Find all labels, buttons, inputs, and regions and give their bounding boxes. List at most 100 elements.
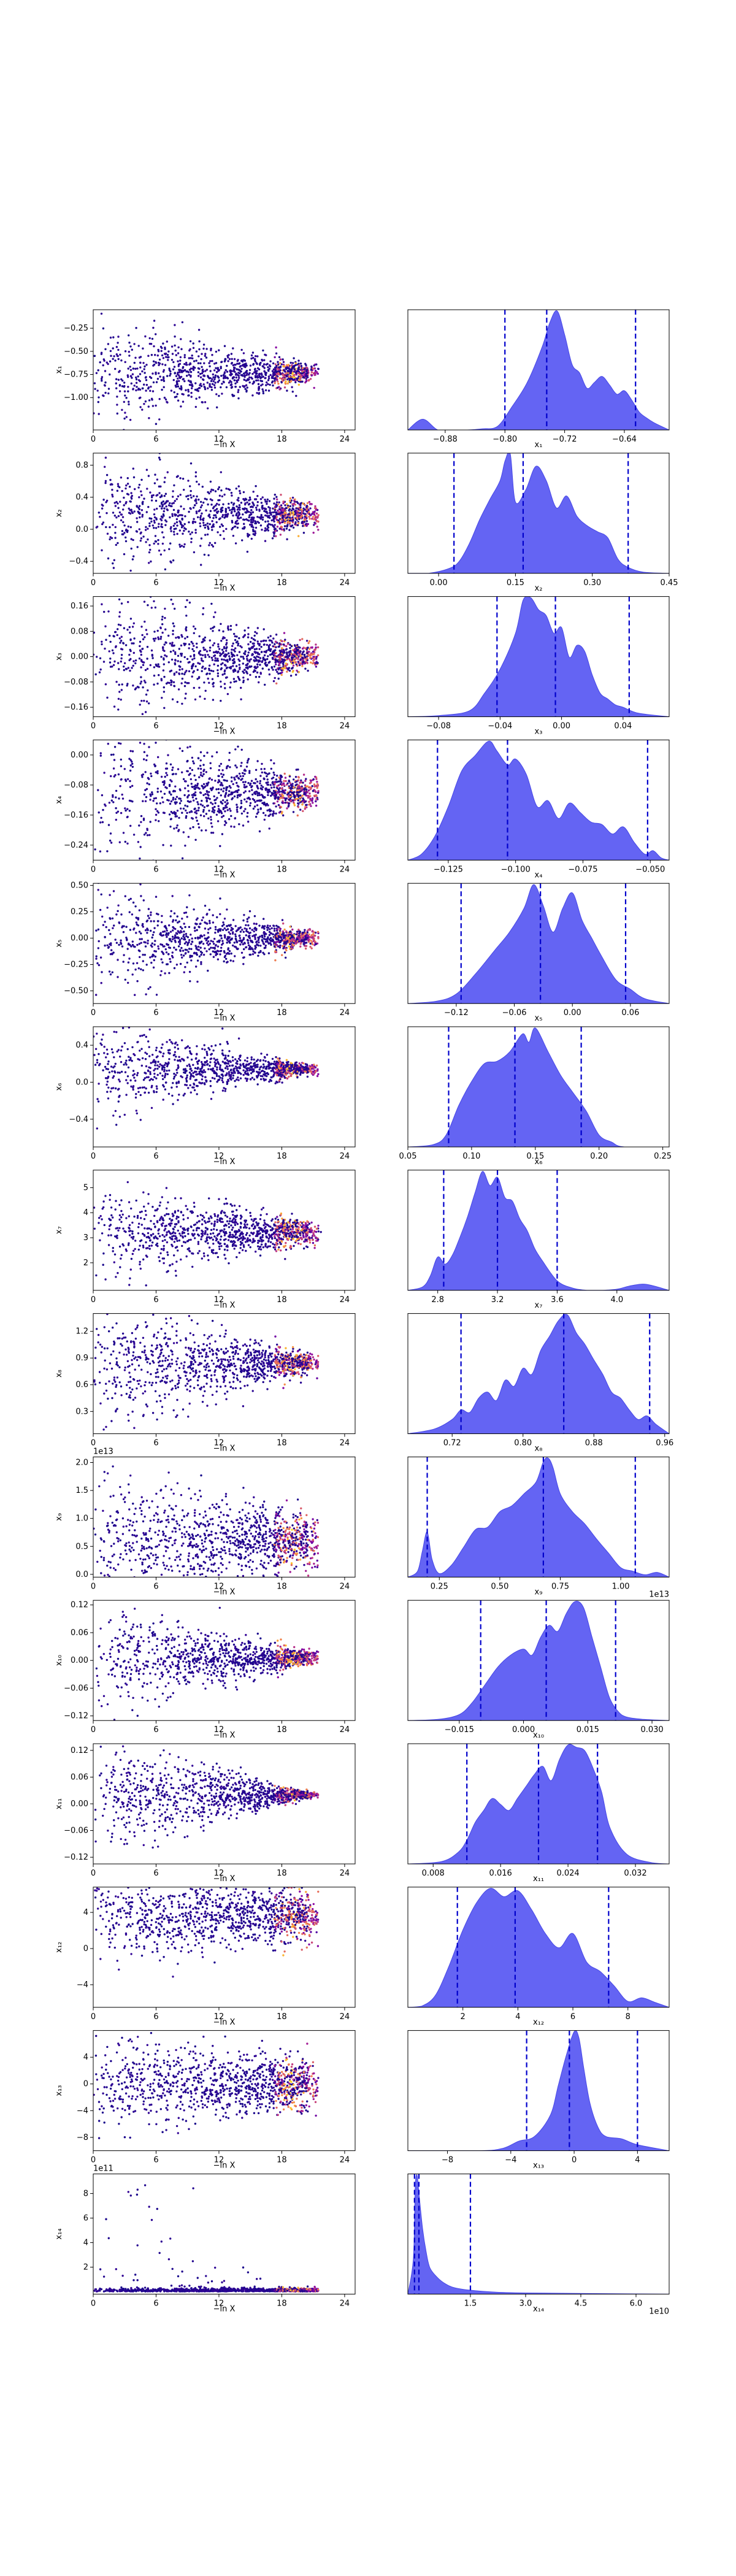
sample-point: [171, 515, 174, 517]
sample-point: [153, 345, 155, 348]
sample-point: [122, 960, 125, 963]
sample-point: [142, 960, 144, 962]
sample-point: [283, 386, 286, 389]
sample-point: [276, 775, 278, 777]
sample-point: [305, 791, 307, 794]
sample-point: [267, 369, 270, 371]
sample-point: [267, 523, 270, 525]
sample-point: [164, 654, 166, 657]
sample-point: [101, 794, 104, 797]
sample-point: [269, 360, 272, 362]
sample-point: [204, 497, 206, 500]
sample-point: [98, 396, 100, 399]
sample-point: [293, 801, 295, 804]
sample-point: [181, 668, 183, 670]
sample-point: [180, 634, 183, 637]
sample-point: [141, 503, 144, 505]
sample-point: [278, 508, 281, 510]
sample-point: [184, 926, 186, 929]
sample-point: [190, 381, 193, 384]
x-tick-label: −0.80: [493, 435, 517, 444]
sample-point: [293, 357, 295, 359]
sample-point: [142, 387, 144, 389]
sample-point: [304, 656, 307, 659]
sample-point: [229, 686, 231, 689]
sample-point: [278, 664, 281, 667]
sample-point: [255, 508, 258, 511]
sample-point: [282, 361, 285, 363]
sample-point: [267, 366, 269, 369]
sample-point: [121, 533, 124, 535]
sample-point: [282, 782, 285, 784]
sample-point: [289, 650, 292, 653]
sample-point: [299, 650, 302, 653]
sample-point: [145, 511, 148, 513]
sample-point: [247, 944, 250, 946]
sample-point: [288, 795, 290, 797]
sample-point: [206, 751, 209, 754]
sample-point: [203, 553, 206, 556]
sample-point: [194, 388, 197, 391]
sample-point: [138, 496, 140, 499]
sample-point: [275, 669, 277, 671]
sample-point: [166, 340, 168, 343]
sample-point: [209, 762, 212, 765]
sample-point: [156, 682, 159, 685]
sample-point: [263, 650, 266, 653]
sample-point: [129, 375, 132, 378]
sample-point: [271, 380, 274, 383]
x-tick-label: −0.88: [433, 435, 458, 444]
sample-point: [242, 513, 244, 516]
sample-point: [172, 938, 174, 940]
sample-point: [161, 796, 164, 799]
sample-point: [131, 761, 133, 763]
sample-point: [166, 655, 168, 657]
sample-point: [267, 389, 270, 392]
sample-point: [174, 785, 177, 788]
sample-point: [126, 778, 129, 781]
sample-point: [141, 408, 144, 411]
sample-point: [279, 534, 282, 536]
sample-point: [161, 354, 164, 357]
sample-point: [148, 562, 150, 564]
sample-point: [143, 793, 146, 796]
sample-point: [244, 371, 247, 374]
sample-point: [250, 509, 253, 512]
sample-point: [118, 637, 121, 640]
sample-point: [204, 355, 206, 357]
sample-point: [180, 526, 183, 529]
sample-point: [193, 367, 196, 369]
sample-point: [199, 372, 202, 375]
sample-point: [228, 751, 231, 754]
sample-point: [276, 526, 279, 528]
axes-frame: [407, 596, 670, 718]
sample-point: [202, 646, 205, 649]
sample-point: [316, 520, 318, 523]
sample-point: [120, 758, 122, 761]
sample-point: [285, 527, 288, 530]
sample-point: [216, 508, 218, 510]
sample-point: [274, 643, 276, 645]
sample-point: [210, 488, 213, 491]
sample-point: [243, 363, 246, 366]
sample-point: [221, 833, 224, 835]
sample-point: [132, 684, 134, 687]
sample-point: [214, 657, 217, 659]
sample-point: [212, 525, 215, 528]
sample-point: [189, 340, 192, 343]
x-tick-label: −0.72: [553, 435, 577, 444]
sample-point: [293, 653, 296, 656]
sample-point: [176, 532, 178, 535]
sample-point: [191, 648, 194, 651]
sample-point: [151, 337, 154, 340]
sample-point: [292, 670, 294, 672]
sample-point: [299, 646, 301, 649]
sample-point: [191, 383, 193, 386]
sample-point: [268, 808, 270, 811]
sample-point: [277, 672, 280, 675]
sample-point: [235, 680, 237, 683]
sample-point: [277, 796, 280, 799]
sample-point: [267, 506, 270, 508]
sample-point: [247, 678, 249, 681]
sample-point: [166, 681, 169, 684]
